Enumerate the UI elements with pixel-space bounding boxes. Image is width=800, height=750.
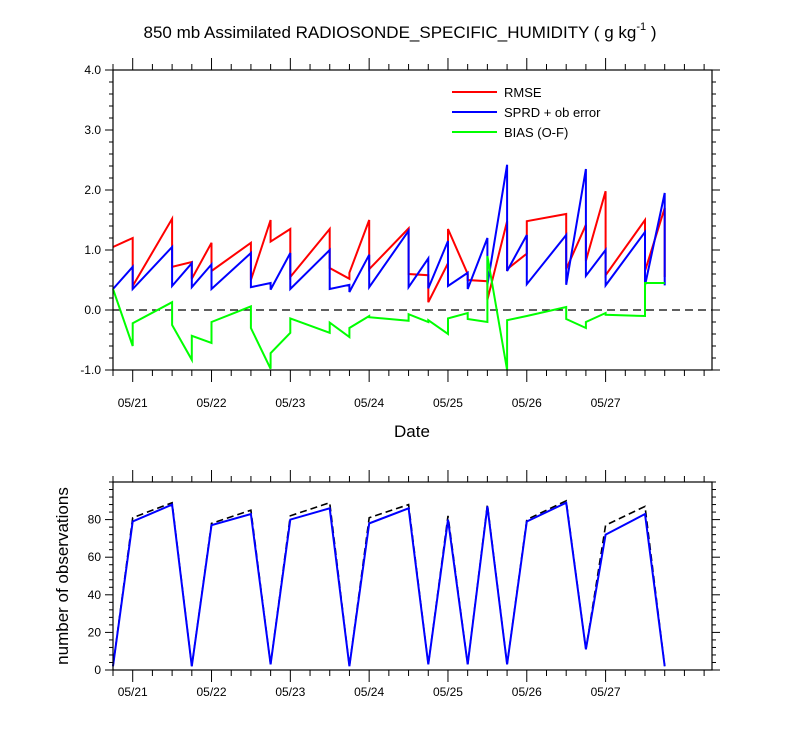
x-tick-label: 05/26 <box>512 396 542 410</box>
x-tick-label: 05/27 <box>591 685 621 699</box>
y-tick-label: 20 <box>88 625 102 639</box>
x-tick-label: 05/21 <box>118 685 148 699</box>
series-line-1 <box>112 164 666 293</box>
legend: RMSE SPRD + ob error BIAS (O-F) <box>452 85 601 140</box>
y-axis-title-bottom: number of observations <box>53 487 72 665</box>
x-tick-label: 05/27 <box>591 396 621 410</box>
chart-title: 850 mb Assimilated RADIOSONDE_SPECIFIC_H… <box>144 21 657 42</box>
x-tick-label: 05/24 <box>354 685 384 699</box>
x-tick-label: 05/21 <box>118 396 148 410</box>
y-tick-label: 0 <box>94 663 101 677</box>
legend-label-1: SPRD + ob error <box>504 105 601 120</box>
y-tick-label: 3.0 <box>84 123 101 137</box>
x-tick-label: 05/22 <box>197 685 227 699</box>
x-tick-label: 05/25 <box>433 396 463 410</box>
y-tick-label: 2.0 <box>84 183 101 197</box>
chart-title-exponent: -1 <box>636 21 646 33</box>
y-tick-label: -1.0 <box>80 363 101 377</box>
y-tick-label: 80 <box>88 513 102 527</box>
top-plot: -1.0 0.0 1.0 2.0 3.0 4.0 05/21 05/22 05/23 05/24 0… <box>80 58 720 410</box>
x-tick-label: 05/25 <box>433 685 463 699</box>
y-tick-label: 4.0 <box>84 63 101 77</box>
x-tick-label: 05/23 <box>275 396 305 410</box>
x-tick-label: 05/22 <box>197 396 227 410</box>
series-line-1 <box>112 501 666 667</box>
plot-frame <box>112 481 713 671</box>
series-line-2 <box>112 255 665 371</box>
chart-title-end: ) <box>646 23 656 42</box>
y-tick-label: 40 <box>88 588 102 602</box>
chart-title-main: 850 mb Assimilated RADIOSONDE_SPECIFIC_H… <box>144 23 637 42</box>
bottom-plot: 0 20 40 60 80 05/21 05/22 05/23 05/24 05/25 05/26 0… <box>88 470 720 699</box>
y-tick-label: 0.0 <box>84 303 101 317</box>
x-tick-label: 05/23 <box>275 685 305 699</box>
x-axis-title: Date <box>394 422 430 441</box>
x-tick-label: 05/24 <box>354 396 384 410</box>
legend-label-0: RMSE <box>504 85 542 100</box>
legend-label-2: BIAS (O-F) <box>504 125 568 140</box>
y-tick-label: 1.0 <box>84 243 101 257</box>
series-line-0 <box>112 190 666 303</box>
plot-frame <box>112 69 713 371</box>
x-tick-label: 05/26 <box>512 685 542 699</box>
y-tick-label: 60 <box>88 550 102 564</box>
